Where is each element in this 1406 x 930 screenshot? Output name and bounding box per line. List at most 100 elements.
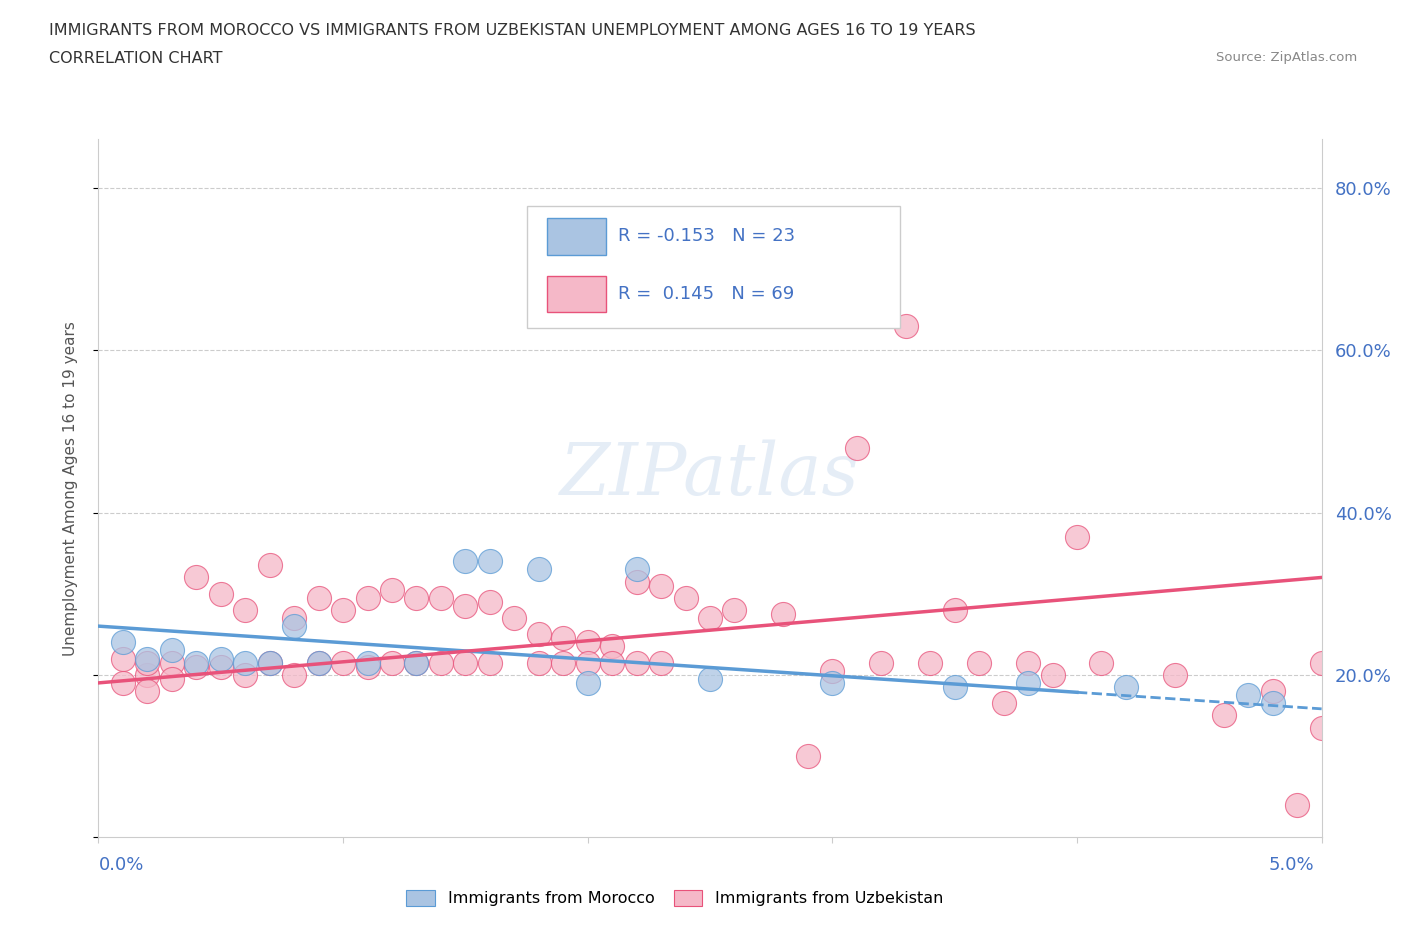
Point (1066, 529, 1088, 544)
Point (454, 553, 477, 568)
Point (821, 675, 844, 690)
Point (478, 655, 501, 670)
Point (259, 655, 281, 670)
Point (626, 562, 648, 577)
Point (576, 635, 599, 650)
Point (845, 440, 868, 455)
Point (920, 655, 942, 670)
Point (797, 749, 820, 764)
Point (478, 553, 501, 568)
Point (381, 582, 404, 597)
Point (527, 562, 550, 577)
Text: R = -0.153   N = 23: R = -0.153 N = 23 (619, 228, 796, 246)
Point (723, 603, 745, 618)
Point (332, 603, 354, 618)
Point (675, 591, 697, 605)
Point (1164, 668, 1187, 683)
Text: CORRELATION CHART: CORRELATION CHART (49, 51, 222, 66)
Point (553, 631, 575, 645)
Point (553, 655, 575, 670)
Point (576, 675, 599, 690)
Point (430, 591, 453, 605)
Point (1017, 655, 1039, 670)
Point (454, 655, 477, 670)
Point (600, 639, 623, 654)
Point (1261, 696, 1284, 711)
Point (650, 578, 672, 593)
Point (1090, 655, 1112, 670)
Point (186, 655, 208, 670)
Point (332, 655, 354, 670)
Point (186, 659, 208, 674)
Point (699, 611, 721, 626)
Point (454, 598, 477, 613)
FancyBboxPatch shape (526, 206, 900, 328)
Point (259, 655, 281, 670)
Point (699, 671, 721, 686)
Point (209, 651, 232, 666)
Point (943, 680, 966, 695)
Point (1042, 668, 1064, 683)
Text: 5.0%: 5.0% (1270, 856, 1315, 873)
Point (209, 586, 232, 601)
Point (160, 643, 183, 658)
Point (111, 675, 134, 690)
Point (405, 591, 427, 605)
Text: 0.0%: 0.0% (98, 856, 143, 873)
Legend: Immigrants from Morocco, Immigrants from Uzbekistan: Immigrants from Morocco, Immigrants from… (399, 884, 950, 912)
Point (1286, 797, 1309, 812)
Point (993, 696, 1015, 711)
Point (136, 651, 159, 666)
Point (356, 659, 378, 674)
Point (233, 603, 256, 618)
Text: R =  0.145   N = 69: R = 0.145 N = 69 (619, 285, 794, 302)
Point (1212, 708, 1234, 723)
Point (870, 655, 893, 670)
Point (626, 655, 648, 670)
Point (600, 655, 623, 670)
Point (405, 655, 427, 670)
Point (111, 635, 134, 650)
Point (308, 655, 330, 670)
Point (405, 655, 427, 670)
Point (527, 655, 550, 670)
Point (576, 655, 599, 670)
Point (283, 618, 305, 633)
FancyBboxPatch shape (547, 275, 606, 312)
Point (308, 655, 330, 670)
Point (772, 606, 794, 621)
Point (160, 671, 183, 686)
Point (1310, 720, 1333, 735)
Point (111, 651, 134, 666)
Point (1261, 684, 1284, 698)
Point (478, 594, 501, 609)
Point (136, 668, 159, 683)
Point (430, 655, 453, 670)
Point (626, 574, 648, 589)
Point (136, 655, 159, 670)
Text: ZIPatlas: ZIPatlas (560, 439, 860, 510)
Point (1310, 655, 1333, 670)
Point (967, 655, 990, 670)
Point (527, 627, 550, 642)
Text: Source: ZipAtlas.com: Source: ZipAtlas.com (1216, 51, 1357, 64)
Point (381, 655, 404, 670)
Point (1115, 680, 1137, 695)
Point (1017, 675, 1039, 690)
Point (233, 668, 256, 683)
Point (186, 570, 208, 585)
Point (160, 655, 183, 670)
Point (1237, 687, 1260, 702)
Point (233, 655, 256, 670)
Point (209, 659, 232, 674)
Point (943, 603, 966, 618)
Point (650, 655, 672, 670)
Point (356, 591, 378, 605)
Point (136, 684, 159, 698)
Point (283, 611, 305, 626)
Point (308, 591, 330, 605)
Point (283, 668, 305, 683)
Y-axis label: Unemployment Among Ages 16 to 19 years: Unemployment Among Ages 16 to 19 years (63, 321, 77, 656)
Point (503, 611, 526, 626)
Point (821, 663, 844, 678)
